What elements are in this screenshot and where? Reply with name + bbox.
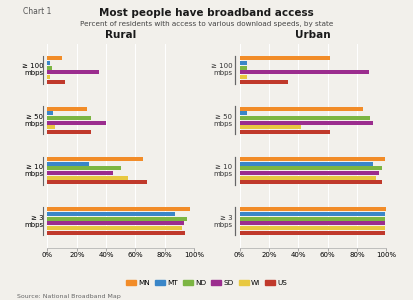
Bar	[240, 130, 330, 134]
Title: Rural: Rural	[105, 30, 136, 40]
Text: Source: National Broadband Map: Source: National Broadband Map	[17, 294, 120, 299]
Bar	[240, 162, 373, 166]
Bar	[47, 70, 99, 74]
Bar	[47, 171, 114, 175]
Text: ≥ 3
mbps: ≥ 3 mbps	[213, 214, 232, 227]
Bar	[47, 212, 175, 216]
Bar	[240, 217, 385, 221]
Text: Percent of residents with access to various download speeds, by state: Percent of residents with access to vari…	[80, 21, 333, 27]
Bar	[240, 226, 385, 230]
Text: Chart 1: Chart 1	[23, 8, 51, 16]
Bar	[240, 231, 385, 235]
Bar	[47, 80, 65, 84]
Bar	[240, 56, 330, 60]
Text: Most people have broadband access: Most people have broadband access	[99, 8, 314, 17]
Bar	[47, 217, 187, 221]
Bar	[47, 231, 185, 235]
Title: Urban: Urban	[295, 30, 331, 40]
Bar	[240, 212, 385, 216]
Bar	[47, 221, 184, 225]
Bar	[240, 116, 370, 120]
Bar	[240, 207, 386, 212]
Bar	[47, 56, 62, 60]
Bar	[47, 180, 147, 184]
Bar	[240, 180, 382, 184]
Bar	[47, 66, 52, 70]
Bar	[240, 75, 247, 79]
Bar	[47, 166, 121, 170]
Bar	[240, 125, 301, 129]
Bar	[240, 166, 382, 170]
Bar	[47, 61, 50, 65]
Bar	[240, 176, 376, 180]
Bar	[47, 107, 87, 111]
Bar	[240, 121, 373, 125]
Bar	[47, 125, 55, 129]
Bar	[47, 157, 143, 161]
Bar	[240, 80, 288, 84]
Bar	[47, 226, 183, 230]
Bar	[47, 75, 50, 79]
Bar	[240, 111, 247, 116]
Text: ≥ 50
mbps: ≥ 50 mbps	[213, 114, 232, 127]
Bar	[47, 162, 88, 166]
Bar	[47, 121, 106, 125]
Legend: MN, MT, ND, SD, WI, US: MN, MT, ND, SD, WI, US	[123, 277, 290, 289]
Bar	[47, 116, 92, 120]
Bar	[47, 176, 128, 180]
Bar	[240, 221, 385, 225]
Bar	[240, 157, 385, 161]
Text: ≥ 100
mbps: ≥ 100 mbps	[211, 64, 232, 76]
Text: ≥ 10
mbps: ≥ 10 mbps	[213, 164, 232, 177]
Bar	[240, 66, 247, 70]
Bar	[47, 111, 53, 116]
Bar	[240, 70, 368, 74]
Bar	[240, 107, 363, 111]
Bar	[47, 207, 190, 212]
Bar	[47, 130, 92, 134]
Bar	[240, 61, 247, 65]
Bar	[240, 171, 379, 175]
